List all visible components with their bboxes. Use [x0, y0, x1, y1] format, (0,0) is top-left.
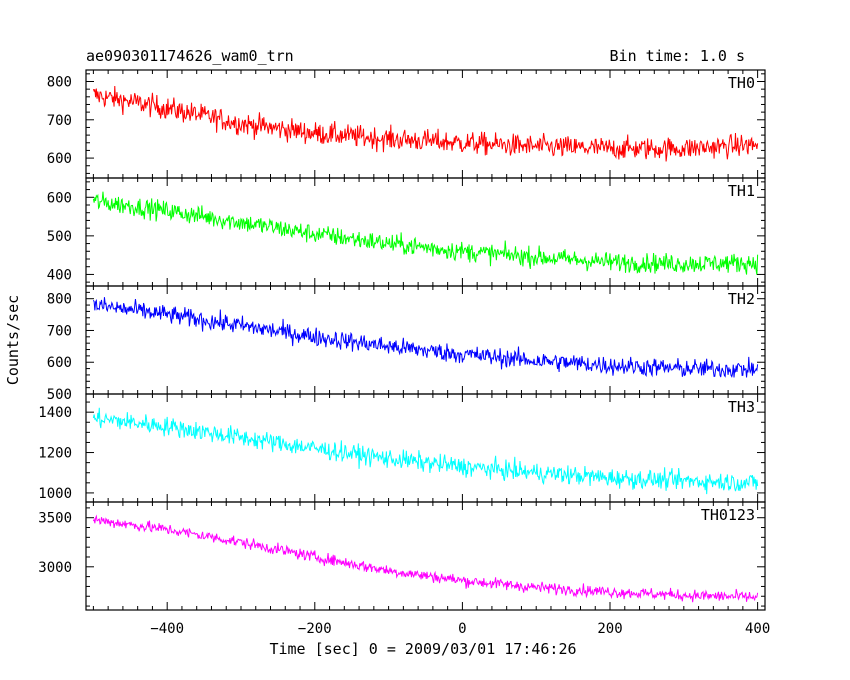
- y-tick-label: 400: [47, 267, 72, 283]
- chart-title: ae090301174626_wam0_trn: [86, 47, 294, 65]
- series-line-th1: [92, 191, 759, 275]
- y-tick-label: 1000: [38, 486, 72, 502]
- y-tick-label: 500: [47, 387, 72, 403]
- panel-frame-th0123: [85, 501, 766, 611]
- panel-frame-th1: [85, 177, 766, 287]
- bin-time-label: Bin time: 1.0 s: [610, 47, 745, 65]
- y-tick-label: 600: [47, 190, 72, 206]
- y-tick-label: 3000: [38, 560, 72, 576]
- panel-label-th3: TH3: [728, 398, 755, 416]
- y-tick-label: 3500: [38, 511, 72, 527]
- x-tick-label: −200: [298, 621, 332, 637]
- series-line-th0: [92, 85, 759, 162]
- panel-frame-th2: [85, 285, 766, 395]
- panel-label-th0: TH0: [728, 74, 755, 92]
- x-tick-label: 200: [597, 621, 622, 637]
- y-tick-label: 600: [47, 355, 72, 371]
- panel-label-th2: TH2: [728, 290, 755, 308]
- x-tick-label: 400: [745, 621, 770, 637]
- y-tick-label: 600: [47, 151, 72, 167]
- panels-group: TH0 600 700 800 TH1 400 500 600 TH2 500 600 700 800 T…: [38, 69, 770, 637]
- panel-frame-th0: [85, 69, 766, 179]
- y-tick-label: 800: [47, 292, 72, 308]
- y-tick-label: 800: [47, 74, 72, 90]
- y-tick-label: 1200: [38, 446, 72, 462]
- x-tick-label: −400: [150, 621, 184, 637]
- series-line-th0123: [92, 514, 759, 603]
- y-tick-label: 700: [47, 323, 72, 339]
- panel-frame-th3: [85, 393, 766, 503]
- y-tick-label: 700: [47, 113, 72, 129]
- y-tick-label: 500: [47, 229, 72, 245]
- x-tick-label: 0: [458, 621, 466, 637]
- y-tick-label: 1400: [38, 405, 72, 421]
- x-axis-label: Time [sec] 0 = 2009/03/01 17:46:26: [269, 640, 576, 658]
- series-line-th3: [92, 407, 759, 495]
- panel-label-th0123: TH0123: [701, 506, 755, 524]
- series-line-th2: [92, 297, 759, 378]
- panel-label-th1: TH1: [728, 182, 755, 200]
- y-axis-label: Counts/sec: [4, 295, 22, 385]
